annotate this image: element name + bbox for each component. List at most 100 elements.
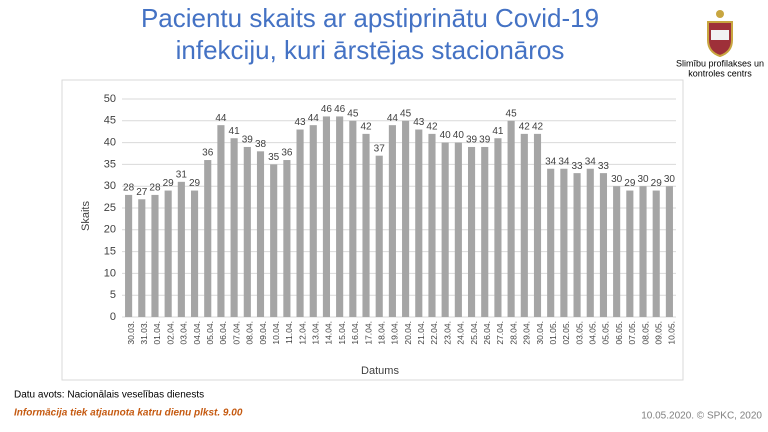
value-label: 44 [215, 113, 227, 124]
value-label: 29 [163, 178, 175, 189]
value-label: 30 [611, 174, 623, 185]
x-tick-label: 07.05. [627, 321, 637, 345]
value-label: 31 [176, 169, 188, 180]
x-tick-label: 04.05. [588, 321, 598, 345]
y-tick-label: 5 [110, 289, 116, 301]
value-label: 29 [189, 178, 201, 189]
x-tick-label: 08.05. [640, 321, 650, 345]
x-tick-label: 09.04. [258, 321, 268, 345]
y-tick-label: 30 [104, 180, 116, 192]
value-label: 45 [347, 108, 359, 119]
x-tick-label: 22.04. [429, 321, 439, 345]
bar [151, 194, 159, 317]
y-tick-label: 35 [104, 158, 116, 170]
y-tick-label: 15 [104, 246, 116, 258]
bar [125, 194, 133, 317]
x-tick-label: 07.04. [231, 321, 241, 345]
value-label: 44 [387, 113, 399, 124]
value-label: 43 [413, 117, 425, 128]
x-tick-label: 06.05. [614, 321, 624, 345]
bar [243, 146, 251, 317]
x-tick-label: 03.05. [574, 321, 584, 345]
value-label: 42 [532, 122, 544, 133]
x-tick-label: 28.04. [508, 321, 518, 345]
x-tick-label: 20.04. [403, 321, 413, 345]
source-note: Datu avots: Nacionālais veselības dienes… [14, 390, 204, 401]
x-tick-label: 19.04. [390, 321, 400, 345]
value-label: 40 [453, 130, 465, 141]
value-label: 33 [572, 161, 584, 172]
bar [599, 173, 608, 317]
x-axis-label: Datums [361, 365, 399, 377]
value-label: 29 [624, 178, 636, 189]
chart-title: infekciju, kuri ārstējas stacionāros [176, 35, 565, 65]
bar [586, 168, 594, 317]
value-label: 27 [136, 187, 148, 198]
x-tick-label: 18.04. [376, 321, 386, 345]
bar [441, 142, 449, 317]
x-tick-label: 24.04. [456, 321, 466, 345]
logo-text: kontroles centrs [688, 68, 752, 78]
bar [613, 186, 621, 317]
x-tick-label: 16.04. [350, 321, 360, 345]
x-tick-label: 17.04. [363, 321, 373, 345]
value-label: 34 [585, 156, 597, 167]
value-label: 38 [255, 139, 267, 150]
bar [230, 138, 238, 317]
x-tick-label: 21.04. [416, 321, 426, 345]
value-label: 42 [426, 122, 438, 133]
x-tick-label: 31.03. [139, 321, 149, 345]
bar [494, 138, 502, 317]
bar [626, 190, 634, 317]
bar [138, 199, 146, 317]
x-tick-label: 30.03. [126, 321, 136, 345]
bar [639, 186, 647, 317]
bar [415, 129, 423, 317]
x-tick-label: 15.04. [337, 321, 347, 345]
y-tick-label: 40 [104, 137, 116, 149]
y-axis-label: Skaits [80, 201, 92, 231]
bar [467, 146, 476, 317]
value-label: 43 [295, 117, 307, 128]
bar [560, 168, 568, 317]
bar [428, 133, 436, 317]
bar [573, 173, 581, 317]
x-tick-label: 26.04. [482, 321, 492, 345]
value-label: 39 [466, 135, 478, 146]
value-label: 35 [268, 152, 280, 163]
value-label: 29 [651, 178, 663, 189]
x-tick-label: 30.04. [535, 321, 545, 345]
x-tick-label: 09.05. [653, 321, 663, 345]
x-tick-label: 05.04. [205, 321, 215, 345]
bar [481, 146, 489, 317]
x-tick-label: 02.05. [561, 321, 571, 345]
value-label: 39 [479, 135, 491, 146]
value-label: 36 [202, 148, 214, 159]
logo-sun [716, 10, 724, 18]
bar [164, 190, 172, 317]
y-tick-label: 25 [104, 202, 116, 214]
bar [454, 142, 462, 317]
x-tick-label: 14.04. [324, 321, 334, 345]
y-tick-label: 50 [104, 93, 116, 105]
bar [217, 125, 225, 317]
bar [533, 133, 542, 317]
x-tick-label: 02.04. [165, 321, 175, 345]
footer-stamp: 10.05.2020. © SPKC, 2020 [641, 411, 762, 422]
x-tick-label: 10.05. [667, 321, 677, 345]
x-tick-label: 29.04. [522, 321, 532, 345]
bar [652, 190, 660, 317]
x-tick-label: 06.04. [218, 321, 228, 345]
update-note: Informācija tiek atjaunota katru dienu p… [14, 408, 243, 419]
value-label: 42 [519, 122, 531, 133]
chart-frame [61, 79, 684, 381]
x-tick-label: 01.04. [152, 321, 162, 345]
bar [336, 116, 344, 317]
value-label: 46 [321, 104, 333, 115]
bar [270, 164, 278, 317]
value-label: 45 [400, 108, 412, 119]
bar [375, 155, 383, 317]
x-tick-label: 05.05. [601, 321, 611, 345]
x-tick-label: 04.04. [192, 321, 202, 345]
x-tick-label: 08.04. [245, 321, 255, 345]
